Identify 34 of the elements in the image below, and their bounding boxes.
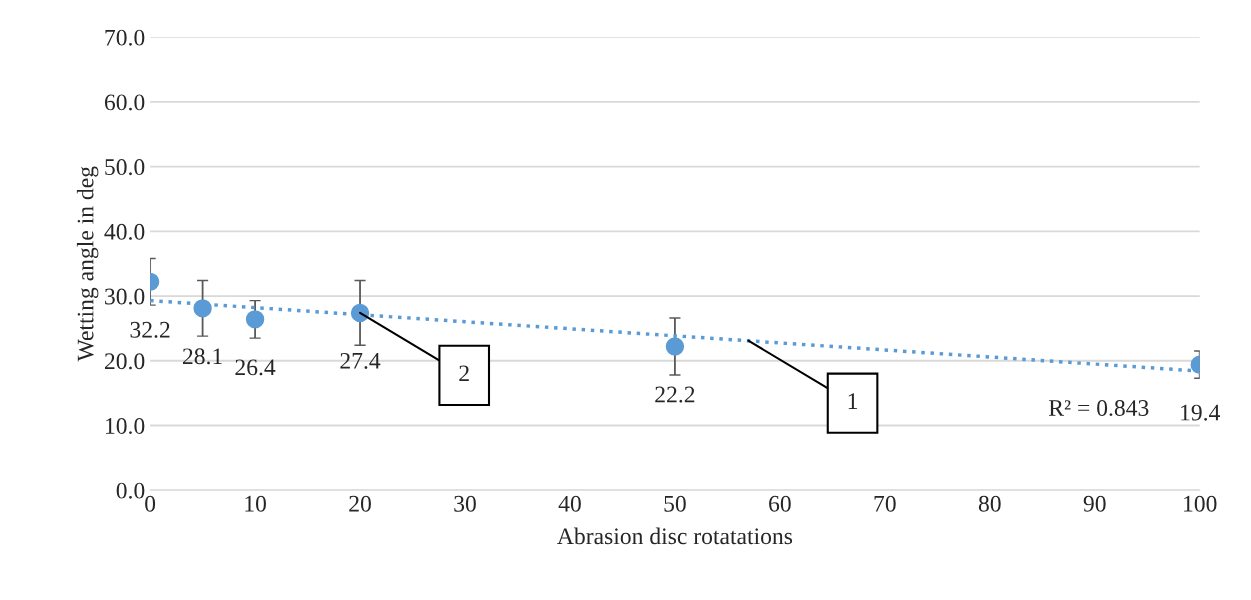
y-tick-label: 50.0 bbox=[105, 159, 145, 176]
x-tick-label: 50 bbox=[664, 495, 686, 512]
y-tick-label: 20.0 bbox=[104, 353, 145, 370]
x-tick-label: 80 bbox=[978, 495, 1001, 512]
y-tick-label: 70.0 bbox=[105, 29, 145, 46]
x-axis-title: Abrasion disc rotatations bbox=[557, 527, 793, 545]
x-tick-label: 40 bbox=[558, 495, 581, 512]
y-tick-label: 60.0 bbox=[104, 94, 145, 111]
x-tick-label: 70 bbox=[874, 495, 896, 512]
y-tick-label: 40.0 bbox=[104, 223, 145, 240]
x-tick-label: 0 bbox=[145, 495, 156, 512]
data-label: 27.4 bbox=[340, 352, 381, 369]
y-axis-title: Wetting angle in deg bbox=[76, 166, 99, 362]
annotation: 2 bbox=[459, 365, 469, 382]
data-label: 32.2 bbox=[130, 321, 170, 338]
data-label: 28.1 bbox=[182, 348, 222, 365]
data-label: 19.4 bbox=[1181, 404, 1220, 421]
point bbox=[350, 303, 370, 323]
y-tick-label: 10.0 bbox=[106, 417, 145, 435]
data-label: 22.2 bbox=[655, 386, 695, 403]
x-tick-label: 90 bbox=[1083, 495, 1106, 512]
y-tick-label: 30.0 bbox=[105, 288, 145, 305]
x-tick-label: 10 bbox=[245, 495, 266, 512]
point bbox=[665, 337, 685, 356]
point bbox=[245, 310, 265, 329]
point bbox=[193, 299, 212, 318]
x-tick-label: 100 bbox=[1184, 495, 1217, 512]
y-tick-label: 0.0 bbox=[116, 482, 145, 499]
x-tick-label: 30 bbox=[454, 495, 476, 512]
annotation: 1 bbox=[848, 393, 858, 409]
x-tick-label: 20 bbox=[349, 495, 371, 512]
data-label: 26.4 bbox=[235, 359, 276, 376]
annotation: R² = 0.843 bbox=[1048, 400, 1149, 417]
x-tick-label: 60 bbox=[769, 495, 791, 512]
